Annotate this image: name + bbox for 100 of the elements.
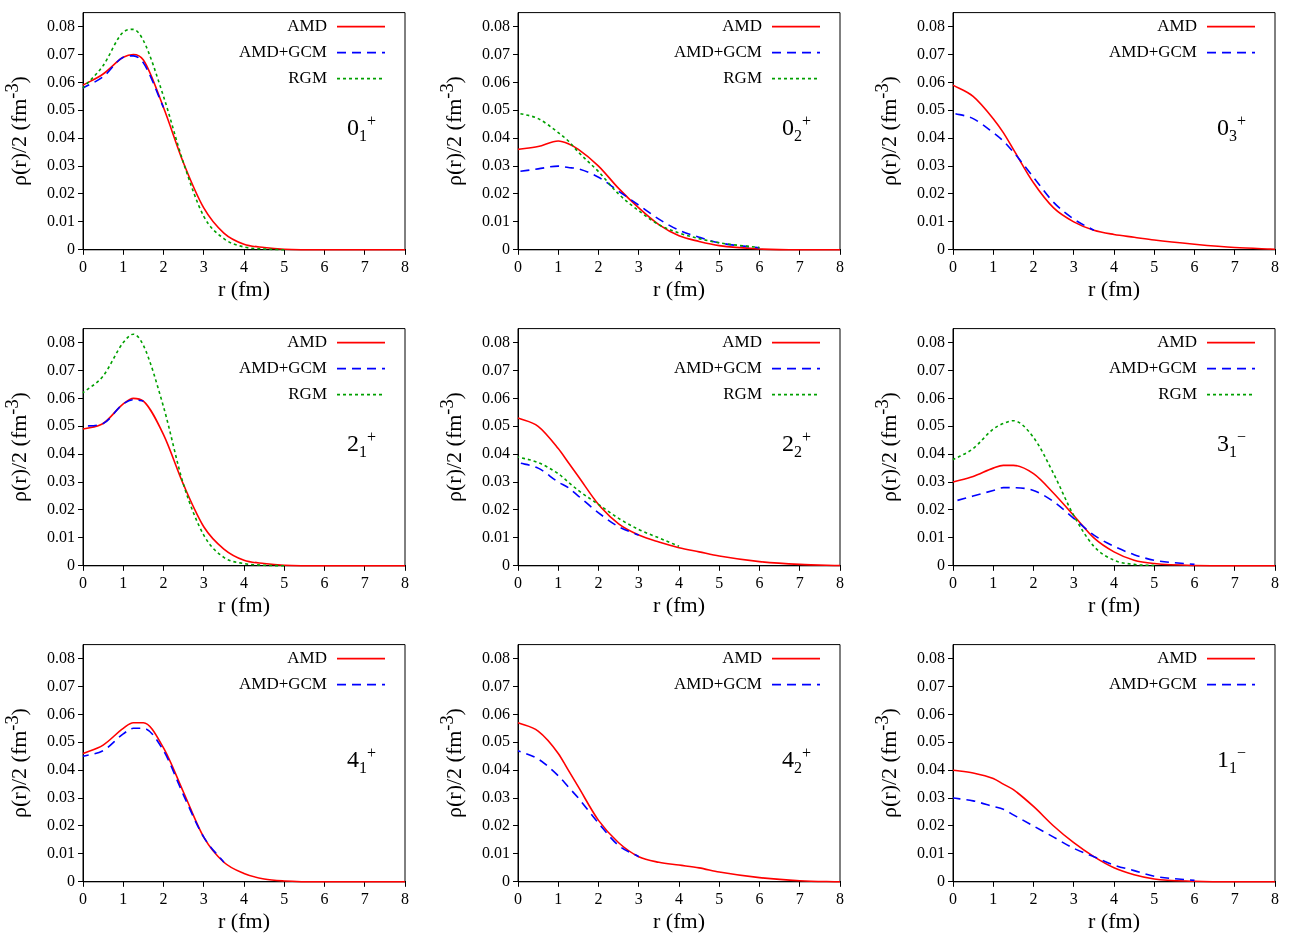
legend-label: RGM	[288, 384, 327, 404]
y-tick-label: 0.05	[482, 100, 510, 118]
line-series	[517, 165, 761, 249]
y-tick-label: 0.08	[917, 16, 945, 34]
x-tick-label: 2	[159, 889, 168, 907]
y-tick-label: 0	[502, 556, 510, 573]
x-tick-label: 3	[199, 257, 208, 275]
y-tick-label: 0.07	[47, 676, 75, 694]
x-tick-label: 1	[554, 257, 563, 275]
line-series	[517, 112, 761, 249]
x-axis-title: r (fm)	[218, 907, 270, 934]
y-tick-label: 0.01	[47, 212, 75, 230]
x-axis-title: r (fm)	[653, 591, 705, 618]
y-tick-label: 0.03	[917, 156, 945, 174]
y-tick-label: 0.07	[47, 44, 75, 62]
x-tick-label: 2	[1029, 573, 1038, 591]
x-tick-label: 3	[1069, 889, 1078, 907]
x-tick-label: 5	[280, 257, 289, 275]
y-tick-label: 0.02	[482, 184, 510, 202]
y-tick-label: 0.02	[917, 184, 945, 202]
y-tick-label: 0.07	[482, 44, 510, 62]
x-tick-label: 3	[199, 573, 208, 591]
x-tick-label: 6	[1190, 573, 1199, 591]
x-tick-label: 2	[594, 889, 603, 907]
y-tick-label: 0.08	[47, 648, 75, 666]
legend-label: AMD+GCM	[674, 42, 762, 62]
legend-label: AMD+GCM	[239, 674, 327, 694]
x-tick-label: 8	[401, 889, 409, 907]
legend-label: AMD	[722, 332, 762, 352]
y-tick-label: 0.04	[917, 128, 945, 146]
y-tick-label: 0.04	[47, 128, 75, 146]
line-series	[82, 727, 225, 864]
y-tick-label: 0.06	[917, 72, 945, 90]
x-tick-label: 5	[1150, 573, 1159, 591]
y-tick-label: 0.07	[917, 360, 945, 378]
x-tick-label: 5	[715, 573, 724, 591]
x-tick-label: 2	[1029, 257, 1038, 275]
x-tick-label: 2	[159, 257, 168, 275]
line-series	[952, 112, 1095, 232]
legend-label: RGM	[723, 68, 762, 88]
y-tick-label: 0.01	[917, 528, 945, 546]
x-tick-label: 5	[1150, 889, 1159, 907]
legend-label: AMD	[287, 648, 327, 668]
y-tick-label: 0.03	[917, 788, 945, 806]
y-tick-label: 0.01	[917, 212, 945, 230]
y-tick-label: 0.06	[47, 388, 75, 406]
x-tick-label: 6	[1190, 257, 1199, 275]
x-tick-label: 2	[1029, 889, 1038, 907]
y-tick-label: 0.02	[482, 500, 510, 518]
x-tick-label: 1	[119, 257, 128, 275]
legend-label: AMD+GCM	[674, 674, 762, 694]
y-tick-label: 0.07	[917, 44, 945, 62]
x-tick-label: 7	[795, 573, 804, 591]
y-tick-label: 0.08	[482, 332, 510, 350]
y-tick-label: 0.05	[482, 416, 510, 434]
x-axis-title: r (fm)	[653, 275, 705, 302]
x-tick-label: 8	[1271, 573, 1279, 591]
x-tick-label: 4	[1110, 573, 1118, 591]
y-tick-label: 0.08	[482, 648, 510, 666]
x-tick-label: 7	[795, 257, 804, 275]
x-tick-label: 1	[554, 889, 563, 907]
line-series	[82, 55, 165, 109]
y-tick-label: 0.05	[917, 100, 945, 118]
y-tick-label: 0.02	[482, 816, 510, 834]
x-tick-label: 5	[715, 257, 724, 275]
y-tick-label: 0.05	[917, 732, 945, 750]
line-series	[517, 456, 680, 548]
legend-label: AMD	[287, 16, 327, 36]
legend-label: AMD+GCM	[239, 358, 327, 378]
x-tick-label: 6	[320, 257, 329, 275]
x-tick-label: 1	[989, 889, 998, 907]
x-tick-label: 3	[634, 573, 643, 591]
legend-label: RGM	[288, 68, 327, 88]
x-tick-label: 1	[989, 257, 998, 275]
x-axis-title: r (fm)	[218, 591, 270, 618]
x-tick-label: 3	[634, 889, 643, 907]
y-tick-label: 0.01	[917, 844, 945, 862]
y-tick-label: 0.05	[47, 100, 75, 118]
x-tick-label: 4	[675, 889, 683, 907]
x-tick-label: 1	[554, 573, 563, 591]
y-tick-label: 0.04	[482, 760, 510, 778]
y-tick-label: 0	[937, 240, 945, 257]
x-tick-label: 5	[280, 889, 289, 907]
y-tick-label: 0.06	[917, 388, 945, 406]
x-tick-label: 2	[594, 573, 603, 591]
y-tick-label: 0.03	[47, 156, 75, 174]
x-tick-label: 0	[949, 573, 957, 591]
x-tick-label: 6	[320, 573, 329, 591]
legend-label: AMD	[722, 648, 762, 668]
x-tick-label: 5	[715, 889, 724, 907]
y-tick-label: 0.05	[917, 416, 945, 434]
x-tick-label: 7	[795, 889, 804, 907]
y-tick-label: 0.03	[917, 472, 945, 490]
legend-label: AMD	[1157, 332, 1197, 352]
x-tick-label: 4	[675, 257, 683, 275]
x-tick-label: 8	[1271, 889, 1279, 907]
x-tick-label: 5	[280, 573, 289, 591]
x-tick-label: 4	[1110, 889, 1118, 907]
y-tick-label: 0.06	[917, 704, 945, 722]
x-tick-label: 3	[634, 257, 643, 275]
